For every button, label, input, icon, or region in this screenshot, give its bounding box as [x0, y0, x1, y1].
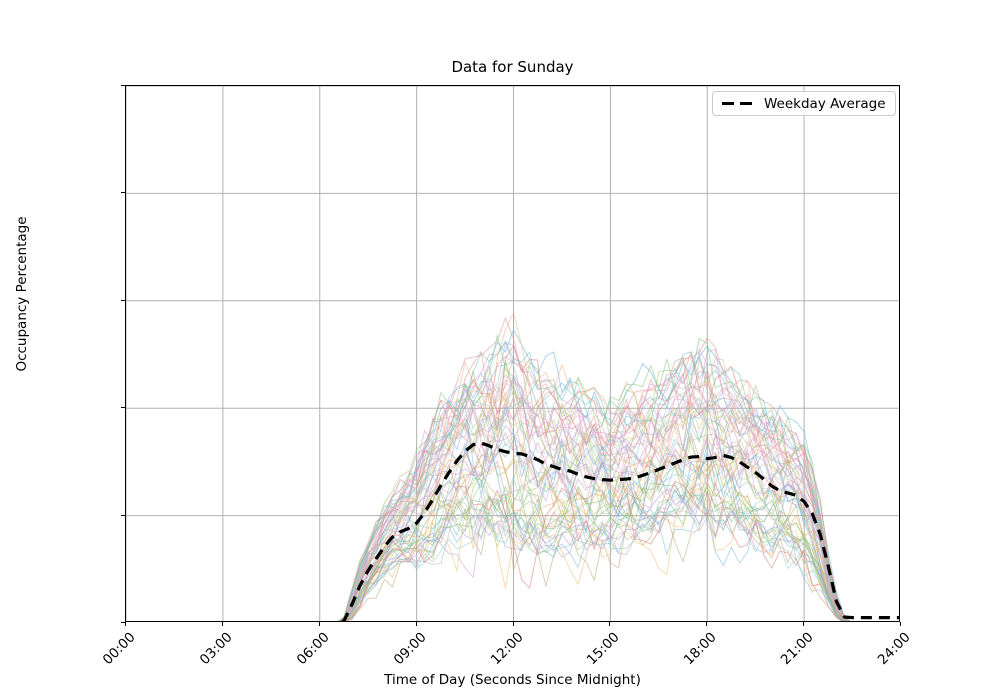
- x-tick-mark: [803, 622, 805, 626]
- day-line: [345, 471, 843, 621]
- x-tick-label: 12:00: [487, 629, 527, 669]
- x-tick-mark: [512, 622, 514, 626]
- day-line: [344, 471, 846, 621]
- dashed-line-icon: [722, 98, 755, 110]
- legend: Weekday Average: [712, 91, 896, 116]
- day-line: [337, 317, 851, 621]
- day-line: [344, 442, 845, 621]
- y-tick-mark: [121, 192, 125, 194]
- x-tick-label: 09:00: [390, 629, 430, 669]
- day-line: [341, 425, 847, 621]
- day-line: [338, 340, 850, 621]
- x-tick-label: 18:00: [681, 629, 720, 669]
- day-line: [340, 344, 850, 621]
- individual-day-lines: [337, 312, 851, 621]
- day-line: [341, 445, 848, 621]
- day-line: [344, 486, 843, 621]
- x-tick-label: 24:00: [874, 629, 914, 669]
- plot-area: [125, 85, 900, 622]
- y-axis-label: Occupancy Percentage: [14, 216, 30, 372]
- day-line: [341, 415, 850, 621]
- day-line: [338, 375, 849, 621]
- x-tick-mark: [706, 622, 708, 626]
- day-line: [338, 334, 850, 621]
- day-line: [339, 396, 850, 621]
- day-line: [340, 399, 849, 621]
- y-tick-mark: [121, 299, 125, 301]
- x-tick-label: 21:00: [777, 629, 817, 669]
- day-line: [345, 488, 845, 621]
- y-tick-mark: [121, 514, 125, 516]
- plot-svg: [126, 86, 899, 621]
- y-tick-mark: [121, 622, 125, 623]
- day-line: [345, 494, 844, 621]
- x-tick-mark: [900, 622, 901, 626]
- day-line: [339, 351, 850, 621]
- day-line: [341, 392, 850, 621]
- weekday-average-line: [337, 441, 899, 621]
- day-line: [340, 432, 849, 621]
- x-tick-mark: [125, 622, 126, 626]
- y-tick-mark: [121, 85, 125, 86]
- day-line: [346, 479, 843, 621]
- day-line: [343, 472, 844, 621]
- day-line: [342, 483, 844, 621]
- x-tick-label: 00:00: [99, 629, 139, 669]
- day-line: [338, 392, 848, 621]
- day-line: [338, 342, 851, 621]
- day-line: [343, 437, 847, 621]
- x-tick-label: 03:00: [196, 629, 236, 669]
- x-tick-mark: [318, 622, 320, 626]
- y-tick-mark: [121, 407, 125, 409]
- x-tick-label: 06:00: [293, 629, 333, 669]
- day-line: [338, 380, 850, 621]
- x-tick-label: 15:00: [584, 629, 623, 669]
- x-tick-mark: [609, 622, 611, 626]
- chart-title: Data for Sunday: [451, 58, 574, 76]
- legend-item-label: Weekday Average: [764, 95, 886, 112]
- x-tick-mark: [221, 622, 223, 626]
- day-line: [344, 459, 845, 621]
- day-line: [344, 494, 845, 621]
- x-axis-label: Time of Day (Seconds Since Midnight): [384, 672, 641, 688]
- day-line: [345, 480, 844, 621]
- x-tick-mark: [415, 622, 417, 626]
- day-line: [344, 474, 843, 621]
